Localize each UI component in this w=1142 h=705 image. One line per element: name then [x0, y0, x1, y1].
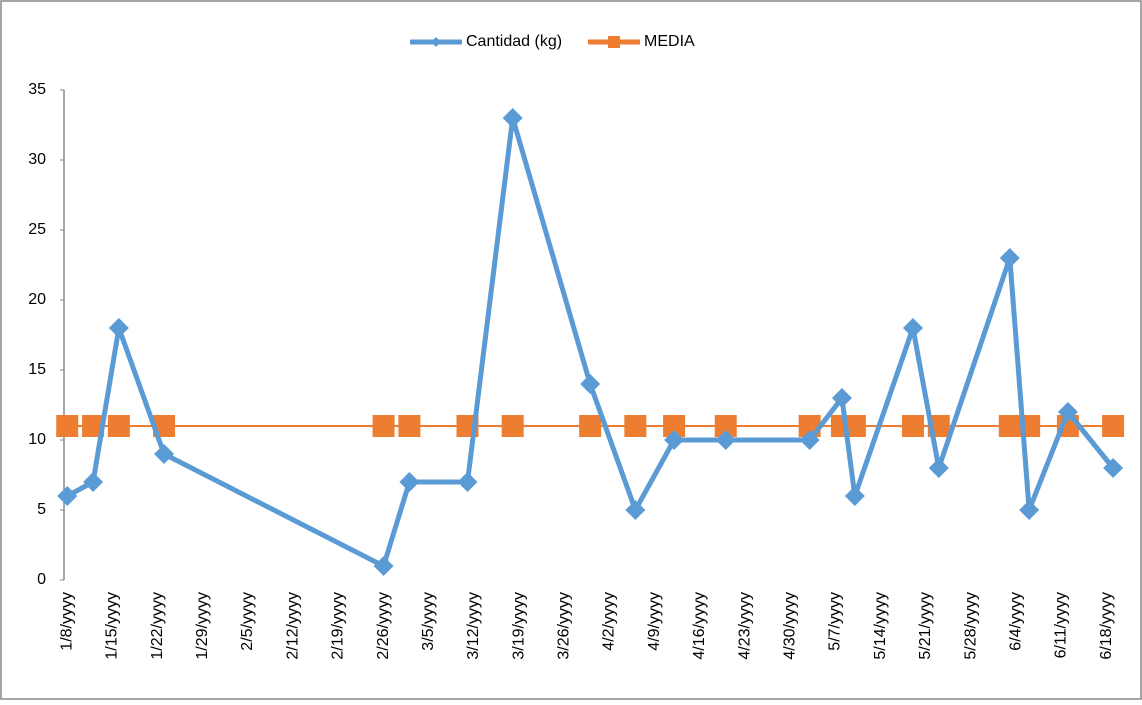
- marker: [625, 500, 646, 520]
- x-tick-label: 4/2/yyyy: [601, 592, 618, 651]
- marker: [399, 472, 420, 492]
- x-tick-label: 1/29/yyyy: [194, 592, 211, 660]
- x-tick-label: 6/11/yyyy: [1053, 592, 1070, 658]
- marker: [999, 248, 1020, 268]
- x-tick-label: 1/22/yyyy: [149, 592, 166, 660]
- x-tick-label: 5/28/yyyy: [962, 592, 979, 660]
- x-tick-label: 2/19/yyyy: [330, 592, 347, 660]
- marker: [799, 430, 820, 450]
- marker: [831, 388, 852, 408]
- x-tick-label: 6/18/yyyy: [1098, 592, 1115, 660]
- marker: [373, 556, 394, 576]
- marker: [83, 472, 104, 492]
- marker: [901, 415, 924, 437]
- y-tick-label: 10: [28, 431, 46, 448]
- marker: [998, 415, 1021, 437]
- legend-marker: [608, 36, 621, 48]
- x-tick-label: 3/19/yyyy: [510, 592, 527, 660]
- y-tick-label: 20: [28, 291, 46, 308]
- x-tick-label: 4/23/yyyy: [736, 592, 753, 660]
- y-tick-label: 5: [37, 501, 46, 518]
- marker: [624, 415, 647, 437]
- marker: [107, 415, 130, 437]
- marker: [108, 318, 129, 338]
- marker: [457, 472, 478, 492]
- marker: [928, 458, 949, 478]
- x-tick-label: 1/15/yyyy: [104, 592, 121, 660]
- marker: [580, 374, 601, 394]
- marker: [1103, 458, 1124, 478]
- legend-marker: [431, 37, 441, 47]
- y-tick-label: 0: [37, 571, 46, 588]
- x-tick-label: 4/9/yyyy: [646, 592, 663, 651]
- marker: [501, 415, 524, 437]
- y-tick-label: 30: [28, 151, 46, 168]
- y-tick-label: 25: [28, 221, 46, 238]
- x-tick-label: 4/30/yyyy: [782, 592, 799, 660]
- marker: [663, 415, 686, 437]
- y-tick-label: 15: [28, 361, 46, 378]
- marker: [664, 430, 685, 450]
- x-tick-label: 1/8/yyyy: [58, 592, 75, 651]
- marker: [844, 486, 865, 506]
- x-tick-label: 3/12/yyyy: [465, 592, 482, 660]
- marker: [372, 415, 395, 437]
- marker: [715, 430, 736, 450]
- x-tick-label: 5/7/yyyy: [827, 592, 844, 651]
- legend-label: Cantidad (kg): [466, 33, 562, 50]
- x-tick-label: 5/21/yyyy: [917, 592, 934, 660]
- marker: [82, 415, 105, 437]
- y-tick-label: 35: [28, 81, 46, 98]
- x-tick-label: 2/5/yyyy: [239, 592, 256, 651]
- marker: [57, 486, 78, 506]
- marker: [1019, 500, 1040, 520]
- x-tick-label: 6/4/yyyy: [1007, 592, 1024, 651]
- x-tick-label: 2/12/yyyy: [284, 592, 301, 660]
- x-tick-label: 5/14/yyyy: [872, 592, 889, 660]
- marker: [56, 415, 79, 437]
- marker: [579, 415, 602, 437]
- x-tick-label: 3/26/yyyy: [556, 592, 573, 660]
- x-tick-label: 2/26/yyyy: [375, 592, 392, 660]
- marker: [714, 415, 737, 437]
- marker: [502, 108, 523, 128]
- marker: [154, 444, 175, 464]
- marker: [398, 415, 421, 437]
- marker: [902, 318, 923, 338]
- marker: [1102, 415, 1125, 437]
- marker: [1057, 402, 1078, 422]
- x-tick-label: 3/5/yyyy: [420, 592, 437, 651]
- marker: [843, 415, 866, 437]
- x-tick-label: 4/16/yyyy: [691, 592, 708, 660]
- legend-label: MEDIA: [644, 33, 695, 50]
